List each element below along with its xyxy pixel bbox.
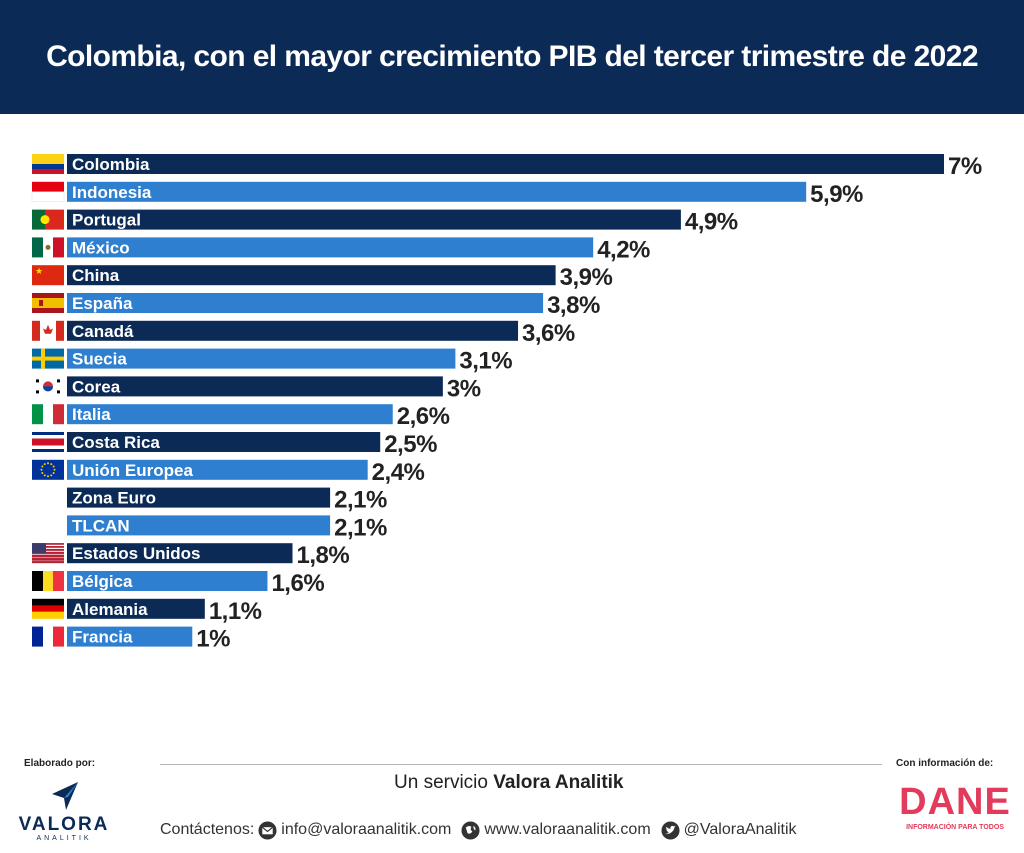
category-label: Bélgica <box>72 572 133 591</box>
valora-mark-icon <box>52 782 78 810</box>
category-label: Estados Unidos <box>72 544 200 563</box>
category-label: China <box>72 266 120 285</box>
value-label: 4,9% <box>685 209 738 236</box>
envelope-icon <box>258 820 277 840</box>
value-label: 2,5% <box>384 431 437 458</box>
flag-fr-icon <box>32 626 64 647</box>
flag-pt-icon <box>32 209 64 230</box>
bar-15 <box>67 571 268 591</box>
flag-de-icon <box>32 598 64 619</box>
dane-logo: DANE INFORMACIÓN PARA TODOS <box>893 782 1017 842</box>
category-label: Francia <box>72 628 133 647</box>
category-label: Suecia <box>72 350 127 369</box>
flag-eu-icon <box>32 459 64 480</box>
twitter-bird-icon <box>661 820 680 840</box>
value-label: 1% <box>196 626 230 653</box>
category-label: España <box>72 294 133 313</box>
made-by-label: Elaborado por: <box>24 758 96 769</box>
bar-0 <box>67 154 944 174</box>
bar-chart: Colombia 7% Indonesia 5,9% Portugal 4,9% Méxic… <box>31 153 982 653</box>
value-label: 2,6% <box>397 403 450 430</box>
flag-us-icon <box>32 543 64 564</box>
value-label: 7% <box>948 153 982 180</box>
value-label: 5,9% <box>810 181 863 208</box>
footer-divider <box>160 764 882 765</box>
flag-mx-icon <box>32 237 64 258</box>
dane-sub: INFORMACIÓN PARA TODOS <box>906 824 1004 831</box>
category-label: Canadá <box>72 322 134 341</box>
flag-it-icon <box>32 404 64 425</box>
bar-5 <box>67 293 544 313</box>
bar-7 <box>67 348 456 369</box>
flag-kr-icon <box>32 376 64 397</box>
bar-6 <box>67 320 519 341</box>
value-label: 4,2% <box>597 236 650 263</box>
value-label: 1,8% <box>297 542 350 569</box>
flag-cr-icon <box>32 432 64 452</box>
value-label: 2,1% <box>334 514 387 541</box>
valora-name: VALORA <box>18 814 110 835</box>
valora-logo: VALORA ANALITIK <box>14 780 114 844</box>
bar-11 <box>67 459 368 480</box>
value-label: 2,4% <box>372 459 425 486</box>
bar-8 <box>67 376 443 397</box>
flag-id-icon <box>31 181 65 203</box>
category-label: Costa Rica <box>72 433 160 452</box>
service-prefix: Un servicio <box>394 772 494 793</box>
category-label: Italia <box>72 405 111 424</box>
category-label: Zona Euro <box>72 489 156 508</box>
value-label: 3,8% <box>547 292 600 319</box>
category-label: México <box>72 238 130 257</box>
globe-icon <box>461 820 480 840</box>
service-name: Valora Analitik <box>493 772 624 793</box>
dane-name: DANE <box>899 781 1011 823</box>
flag-cn-icon: ★ <box>32 265 64 286</box>
flag-se-icon <box>32 348 64 369</box>
contact-website[interactable]: www.valoraanalitik.com <box>484 821 651 838</box>
category-label: Indonesia <box>72 183 152 202</box>
bar-1 <box>67 181 807 202</box>
value-label: 3,6% <box>522 320 575 347</box>
contact-email[interactable]: info@valoraanalitik.com <box>281 821 452 838</box>
bar-17 <box>67 626 193 647</box>
category-label: Portugal <box>72 211 141 230</box>
value-label: 1,6% <box>271 570 324 597</box>
flag-be-icon <box>32 571 64 591</box>
contact-row: Contáctenos: info@valoraanalitik.com www… <box>160 818 890 842</box>
category-label: Corea <box>72 377 121 396</box>
bar-3 <box>67 237 594 258</box>
bar-10 <box>67 432 381 452</box>
bar-9 <box>67 404 393 425</box>
header-banner: Colombia, con el mayor crecimiento PIB d… <box>0 0 1024 114</box>
contact-label: Contáctenos: <box>160 821 255 838</box>
svg-text:★: ★ <box>35 266 43 276</box>
category-label: Unión Europea <box>72 461 193 480</box>
flag-ca-icon <box>32 320 64 341</box>
chart-title: Colombia, con el mayor crecimiento PIB d… <box>46 40 978 73</box>
flag-es-icon <box>32 293 64 313</box>
bar-14 <box>67 543 293 564</box>
value-label: 3,9% <box>560 264 613 291</box>
info-source-label: Con información de: <box>896 758 994 769</box>
category-label: TLCAN <box>72 516 130 535</box>
valora-sub: ANALITIK <box>36 835 92 842</box>
bar-4 <box>67 265 556 286</box>
bar-16 <box>67 598 205 619</box>
category-label: Alemania <box>72 600 148 619</box>
service-line: Un servicio Valora Analitik <box>394 772 624 794</box>
value-label: 3,1% <box>459 348 512 375</box>
category-label: Colombia <box>72 155 150 174</box>
bar-12 <box>67 487 331 508</box>
contact-twitter[interactable]: @ValoraAnalitik <box>683 821 797 838</box>
value-label: 2,1% <box>334 487 387 514</box>
value-label: 1,1% <box>209 598 262 625</box>
bar-13 <box>67 515 331 536</box>
bar-2 <box>67 209 681 230</box>
flag-co-icon <box>32 154 64 174</box>
value-label: 3% <box>447 375 481 402</box>
